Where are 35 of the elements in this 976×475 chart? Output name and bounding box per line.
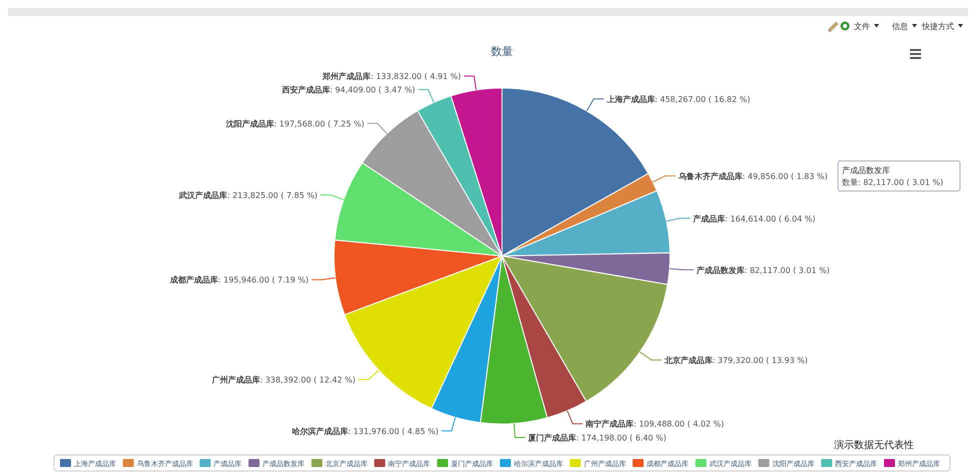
data-label: : 379,320.00 ( 13.93 %) — [712, 356, 808, 365]
slice-label: 成都产成品库 — [169, 274, 218, 285]
text: 快捷方式 — [921, 22, 954, 31]
data-label: : 213,825.00 ( 7.85 %) — [227, 190, 318, 200]
data-label: : 195,946.00 ( 7.19 %) — [218, 276, 309, 285]
data-label: : 338,392.00 ( 12.42 %) — [260, 376, 356, 385]
slice-label: 哈尔滨产成品库 — [292, 426, 348, 436]
data-label: : 94,409.00 ( 3.47 %) — [330, 86, 416, 95]
data-label: : 164,614.00 ( 6.04 %) — [725, 214, 816, 224]
slice-label: 广州产成品库 — [211, 374, 260, 385]
data-label: : 82,117.00 ( 3.01 %) — [744, 266, 830, 275]
slice-label: 沈阳产成品库 — [225, 118, 274, 128]
data-label: : 174,198.00 ( 6.40 %) — [576, 434, 666, 443]
slice-label: 北京产成品库 — [663, 354, 712, 365]
slice-label: 乌鲁木齐产成品库 — [677, 170, 742, 181]
data-label: : 49,856.00 ( 1.83 %) — [742, 172, 828, 181]
slice-label: 西安产成品库 — [280, 84, 330, 95]
text: 数量: 82,117.00 ( 3.01 %) — [842, 178, 944, 187]
chart-title: 数量 — [491, 45, 513, 58]
slice-label: 产成品库 — [692, 213, 726, 224]
text: 文件 — [854, 22, 870, 31]
slice-label: 产成品数发库 — [695, 264, 744, 275]
slice-label: 南宁产成品库 — [584, 418, 634, 429]
data-label: : 197,568.00 ( 7.25 %) — [274, 119, 364, 128]
data-label: : 133,832.00 ( 4.91 %) — [370, 72, 462, 82]
data-label: : 109,488.00 ( 4.02 %) — [634, 420, 724, 429]
slice-label: 厦门产成品库 — [527, 432, 576, 443]
data-label: : 131,976.00 ( 4.85 %) — [348, 426, 438, 436]
text: 产成品数发库 — [842, 166, 890, 175]
slice-label: 武汉产成品库 — [178, 190, 228, 200]
text: 信息 — [892, 22, 908, 31]
text: 演示数据无代表性 — [834, 439, 914, 451]
data-label: : 458,267.00 ( 16.82 %) — [654, 94, 750, 104]
slice-label: 上海产成品库 — [606, 94, 655, 104]
slice-label: 郑州产成品库 — [322, 71, 371, 82]
